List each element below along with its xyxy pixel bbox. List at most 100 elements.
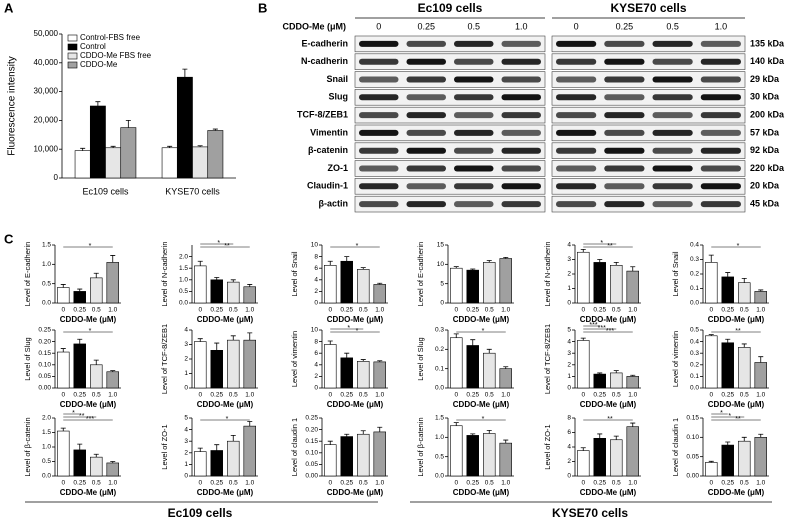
blot-band <box>556 94 597 101</box>
bar <box>738 440 751 477</box>
y-tick-label: 0.0 <box>690 385 699 392</box>
x-tick-label: 0.5 <box>485 392 494 399</box>
bar <box>610 264 623 304</box>
x-tick-label: 0.5 <box>92 480 101 487</box>
error-bar <box>110 461 116 463</box>
bar <box>754 437 767 477</box>
blot-band <box>604 94 645 101</box>
error-bar <box>110 145 116 148</box>
x-tick-label: 0.5 <box>92 307 101 314</box>
blot-band <box>604 201 645 208</box>
x-axis-label: CDDO-Me (μM) <box>197 488 254 497</box>
x-tick-label: 0.5 <box>740 392 749 399</box>
y-tick-label: 0.3 <box>435 327 444 334</box>
y-tick-label: 0.10 <box>305 450 318 457</box>
y-tick-label: 5 <box>567 327 571 334</box>
y-tick-label: 6 <box>314 350 318 357</box>
bar <box>754 362 767 389</box>
x-tick-label: 0 <box>454 392 458 399</box>
x-tick-label: 1.0 <box>245 392 254 399</box>
x-tick-label: 0 <box>198 392 202 399</box>
error-bar <box>80 147 86 151</box>
y-tick-label: 4 <box>567 444 571 451</box>
x-tick-label: 0 <box>61 480 65 487</box>
error-bar <box>597 433 603 439</box>
x-tick-label: 1.0 <box>756 392 765 399</box>
blot-strip <box>551 53 746 70</box>
error-bar <box>344 256 350 262</box>
size-label: 30 kDa <box>750 92 780 102</box>
blot-band <box>604 129 645 136</box>
y-tick-label: 8 <box>314 253 318 260</box>
x-axis-label: CDDO-Me (μM) <box>708 315 765 324</box>
y-axis-label: Level of ZO-1 <box>543 424 552 469</box>
significance-label: ** <box>224 243 230 250</box>
blot-band <box>359 201 399 208</box>
x-tick-label: 0.5 <box>612 480 621 487</box>
blot-strip <box>354 35 546 53</box>
blot-strip <box>551 124 746 142</box>
legend-swatch <box>67 34 78 42</box>
x-tick-label: 0.25 <box>466 392 479 399</box>
error-bar <box>110 255 116 263</box>
bar <box>466 269 479 304</box>
bar <box>192 146 209 179</box>
error-bar <box>327 340 333 345</box>
x-tick-label: 0.25 <box>340 307 353 314</box>
bar <box>324 344 337 389</box>
x-axis-label: CDDO-Me (μM) <box>327 488 384 497</box>
x-tick-label: 0 <box>454 307 458 314</box>
error-bar <box>247 332 253 341</box>
x-tick-label: 0 <box>709 392 713 399</box>
y-tick-label: 0.5 <box>179 288 188 295</box>
x-tick-label: 1.0 <box>501 392 510 399</box>
x-tick-label: 1.0 <box>375 480 384 487</box>
protein-label: Vimentin <box>310 127 348 137</box>
x-tick-label: 0.5 <box>612 392 621 399</box>
error-bar <box>453 422 459 426</box>
blot-band <box>700 76 741 83</box>
bar <box>90 277 103 304</box>
y-tick-label: 10 <box>311 327 319 334</box>
blot-band <box>406 40 446 47</box>
bar <box>450 425 463 477</box>
blot-strip <box>551 142 746 159</box>
bar <box>324 444 337 477</box>
blot-band <box>700 40 741 47</box>
x-tick-label: 1.0 <box>245 480 254 487</box>
blot-band <box>556 201 597 208</box>
y-axis-label: Level of Snail <box>671 251 680 296</box>
error-bar <box>486 348 492 354</box>
x-axis-label: CDDO-Me (μM) <box>580 400 637 409</box>
x-tick-label: 1.0 <box>628 307 637 314</box>
x-tick-label: 0 <box>581 392 585 399</box>
significance-label: * <box>347 325 350 332</box>
error-bar <box>95 101 101 106</box>
significance-label: *** <box>86 416 94 423</box>
y-tick-label: 30,000 <box>34 87 59 96</box>
blot-band <box>652 40 693 47</box>
x-tick-label: 0.25 <box>721 480 734 487</box>
error-bar <box>167 145 173 148</box>
bar <box>721 444 734 477</box>
bar <box>90 364 103 389</box>
y-axis-label: Level of claudin 1 <box>290 418 299 476</box>
error-bar <box>708 254 714 263</box>
bar <box>120 127 137 179</box>
significance-label: * <box>356 243 359 250</box>
x-tick-label: 0 <box>198 480 202 487</box>
blot-band <box>556 129 597 136</box>
y-tick-label: 3 <box>567 256 571 263</box>
x-tick-label: 0.25 <box>721 392 734 399</box>
error-bar <box>60 284 66 288</box>
blot-band <box>454 183 494 190</box>
y-tick-label: 0.20 <box>38 338 51 345</box>
x-tick-label: 0.25 <box>73 392 86 399</box>
error-bar <box>93 453 99 458</box>
x-tick-label: 0.5 <box>359 480 368 487</box>
y-tick-label: 4 <box>184 327 188 334</box>
group-label: Ec109 cells <box>168 506 233 520</box>
bar <box>626 270 639 304</box>
error-bar <box>597 372 603 375</box>
error-bar <box>93 272 99 278</box>
